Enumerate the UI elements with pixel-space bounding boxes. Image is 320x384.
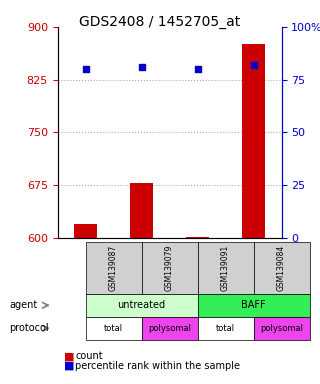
Text: protocol: protocol	[10, 323, 49, 333]
Bar	[242, 45, 265, 238]
Text: BAFF: BAFF	[241, 300, 266, 310]
Text: GSM139079: GSM139079	[165, 245, 174, 291]
Point	[251, 62, 256, 68]
Text: agent: agent	[10, 300, 38, 310]
Text: polysomal: polysomal	[260, 324, 303, 333]
Bar	[186, 237, 209, 238]
Text: ■: ■	[64, 351, 75, 361]
Text: polysomal: polysomal	[148, 324, 191, 333]
Point	[195, 66, 200, 72]
Point	[83, 66, 88, 72]
Text: GDS2408 / 1452705_at: GDS2408 / 1452705_at	[79, 15, 241, 29]
Text: ■: ■	[64, 361, 75, 371]
Text: total: total	[104, 324, 123, 333]
Text: total: total	[216, 324, 235, 333]
Text: GSM139084: GSM139084	[277, 245, 286, 291]
Bar	[131, 183, 153, 238]
Text: count: count	[75, 351, 103, 361]
Bar	[74, 224, 97, 238]
Text: percentile rank within the sample: percentile rank within the sample	[75, 361, 240, 371]
Text: GSM139091: GSM139091	[221, 245, 230, 291]
Text: untreated: untreated	[117, 300, 166, 310]
Point	[139, 64, 144, 70]
Text: GSM139087: GSM139087	[109, 245, 118, 291]
